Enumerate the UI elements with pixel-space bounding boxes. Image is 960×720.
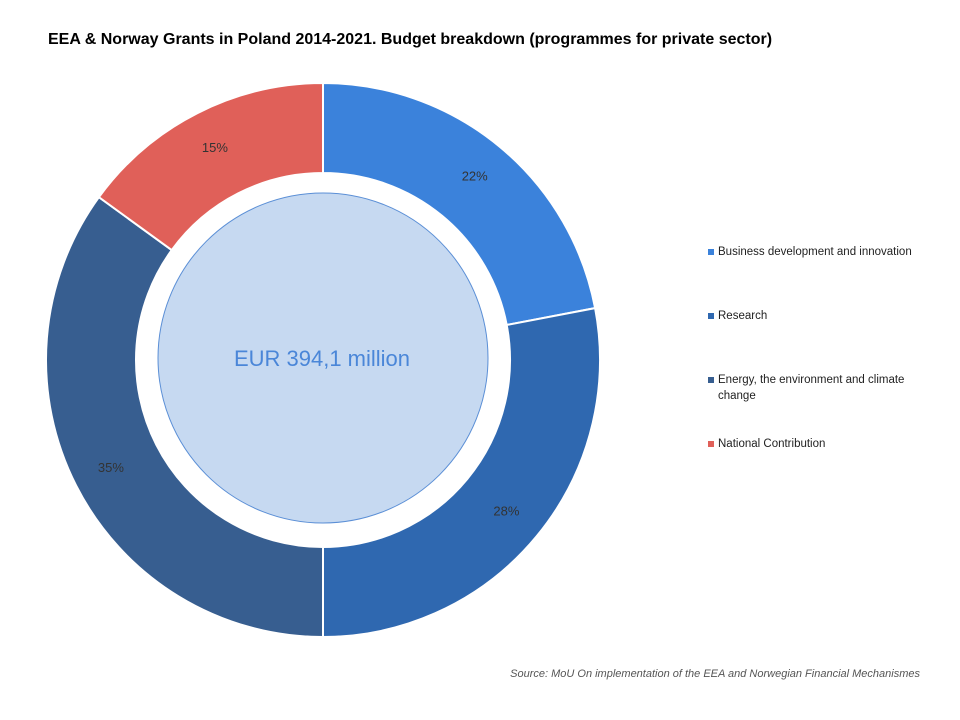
legend-item: Research <box>708 308 938 324</box>
legend-item: Energy, the environment and climate chan… <box>708 372 938 404</box>
slice-data-label: 15% <box>202 140 228 155</box>
center-circle <box>157 192 489 524</box>
legend-label: Business development and innovation <box>718 246 912 258</box>
slice-data-label: 22% <box>462 169 488 184</box>
legend-item: National Contribution <box>708 436 938 452</box>
legend-label: Energy, the environment and climate chan… <box>718 374 905 402</box>
donut-slice-3 <box>45 195 324 639</box>
legend-swatch <box>708 249 714 255</box>
legend-swatch <box>708 441 714 447</box>
slice-data-label: 35% <box>98 460 124 475</box>
donut-slice-4 <box>97 81 324 252</box>
legend-label: Research <box>718 310 768 322</box>
legend-item: Business development and innovation <box>708 244 938 260</box>
chart-title: EEA & Norway Grants in Poland 2014-2021.… <box>48 31 773 48</box>
donut-slice-1 <box>322 81 597 327</box>
legend-swatch <box>708 313 714 319</box>
donut-slice-2 <box>322 306 601 639</box>
slice-data-label: 28% <box>493 504 519 519</box>
center-total-label: EUR 394,1 million <box>234 346 410 371</box>
legend-swatch <box>708 377 714 383</box>
source-note: Source: MoU On implementation of the EEA… <box>510 668 920 680</box>
legend-label: National Contribution <box>718 438 826 450</box>
